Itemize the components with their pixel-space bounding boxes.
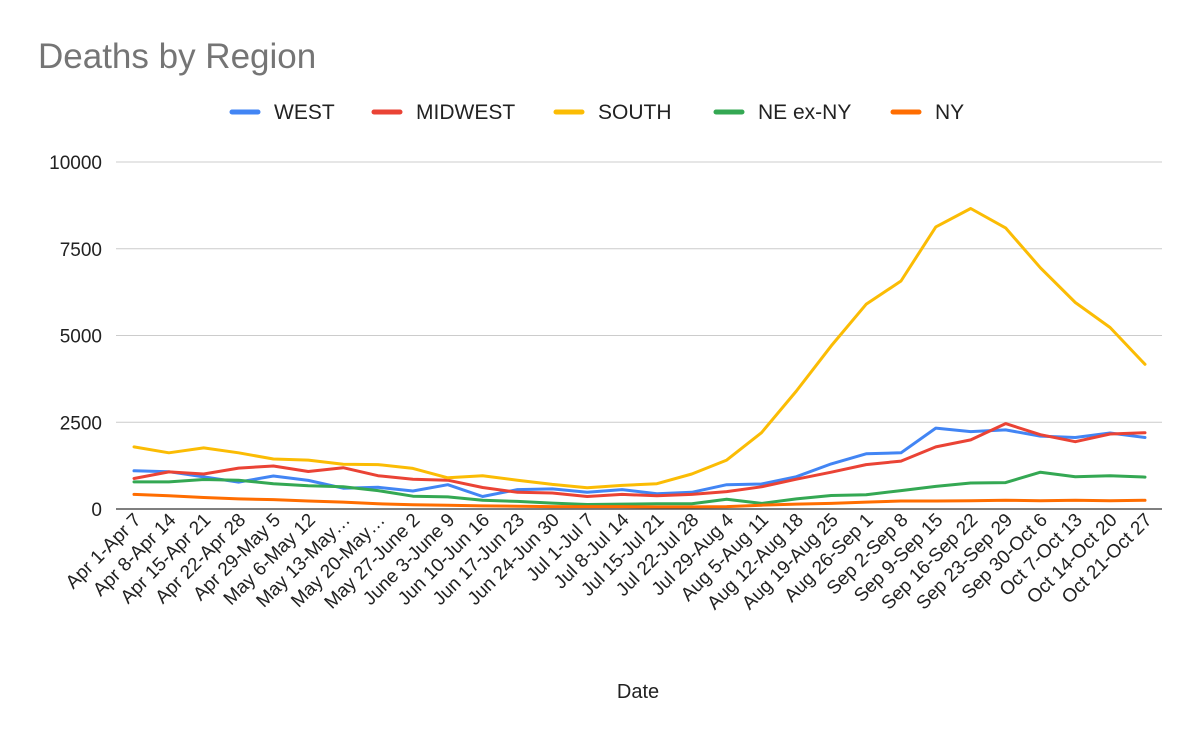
gridlines: [116, 161, 1162, 423]
legend-label-south: SOUTH: [598, 101, 672, 124]
y-tick-label: 2500: [60, 413, 102, 434]
legend-label-midwest: MIDWEST: [416, 101, 515, 124]
series-line-midwest: [132, 422, 1147, 498]
series-line-ny: [132, 492, 1147, 509]
series-line-ne-ex-ny: [132, 470, 1147, 506]
legend-label-west: WEST: [274, 101, 335, 124]
y-tick-label: 7500: [60, 240, 102, 261]
x-axis-label: Date: [617, 681, 659, 703]
legend: WEST MIDWEST SOUTH NE ex-NY NY: [229, 101, 964, 124]
legend-label-ne-ex-ny: NE ex-NY: [758, 101, 851, 124]
y-tick-label: 10000: [49, 153, 102, 174]
series-line-south: [132, 207, 1147, 490]
y-axis-ticks: 0 2500 5000 7500 10000: [49, 153, 102, 521]
y-tick-label: 0: [91, 500, 102, 521]
chart-title: Deaths by Region: [38, 37, 316, 76]
series-line-west: [132, 426, 1147, 498]
series-layer: [132, 207, 1147, 509]
y-tick-label: 5000: [60, 327, 102, 348]
legend-label-ny: NY: [935, 101, 964, 124]
